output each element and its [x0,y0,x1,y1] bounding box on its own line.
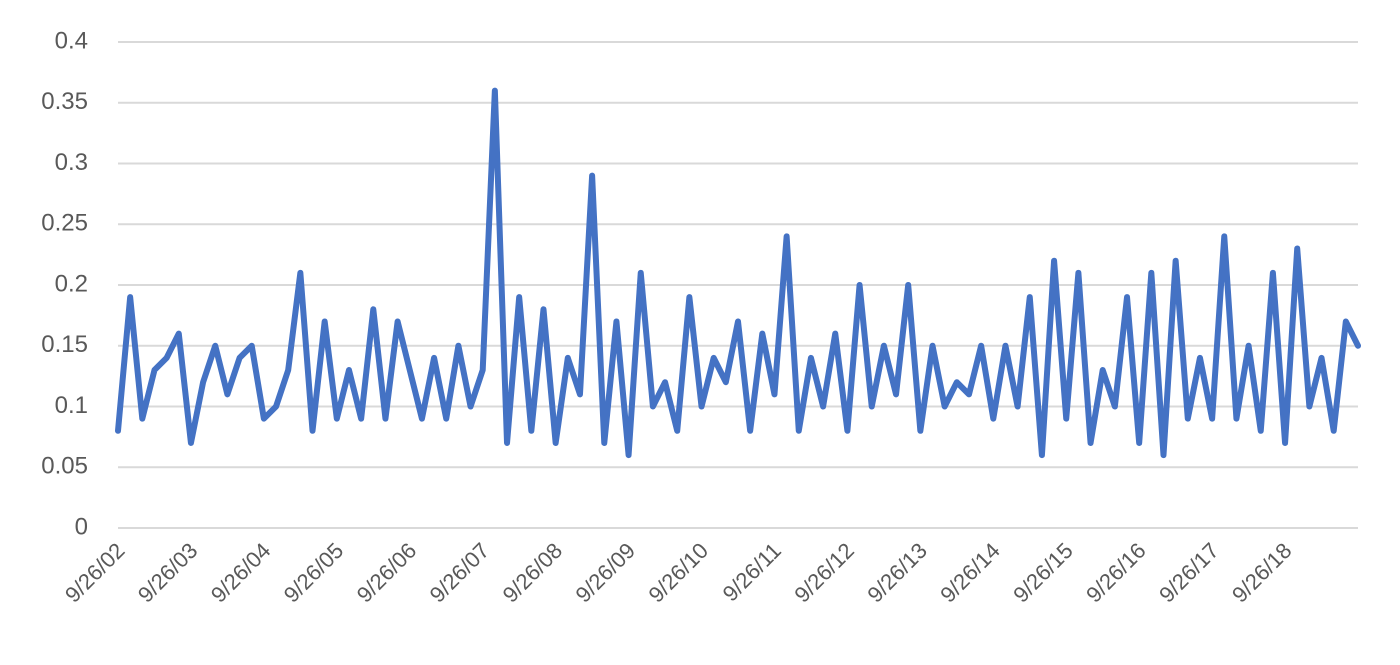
y-tick-label: 0.05 [41,453,88,480]
x-tick-label: 9/26/17 [1154,538,1224,608]
x-tick-label: 9/26/02 [60,538,130,608]
y-tick-label: 0.2 [55,270,88,297]
y-tick-label: 0.3 [55,149,88,176]
x-tick-label: 9/26/08 [498,538,568,608]
x-tick-label: 9/26/06 [352,538,422,608]
x-tick-label: 9/26/10 [643,538,713,608]
y-tick-label: 0.15 [41,331,88,358]
y-tick-label: 0 [75,513,88,540]
y-tick-label: 0.4 [55,27,88,54]
line [115,87,1361,459]
y-tick-label: 0.25 [41,210,88,237]
x-tick-label: 9/26/05 [279,538,349,608]
x-tick-label: 9/26/15 [1008,538,1078,608]
x-tick-label: 9/26/04 [206,538,276,608]
x-tick-label: 9/26/13 [862,538,932,608]
x-tick-label: 9/26/07 [425,538,495,608]
y-tick-label: 0.35 [41,88,88,115]
x-tick-label: 9/26/11 [718,538,786,606]
x-tick-label: 9/26/03 [133,538,203,608]
x-tick-label: 9/26/12 [789,538,859,608]
x-tick-label: 9/26/09 [571,538,641,608]
x-tick-label: 9/26/18 [1227,538,1297,608]
x-tick-label: 9/26/14 [935,538,1005,608]
x-tick-label: 9/26/16 [1081,538,1151,608]
y-tick-label: 0.1 [55,392,88,419]
